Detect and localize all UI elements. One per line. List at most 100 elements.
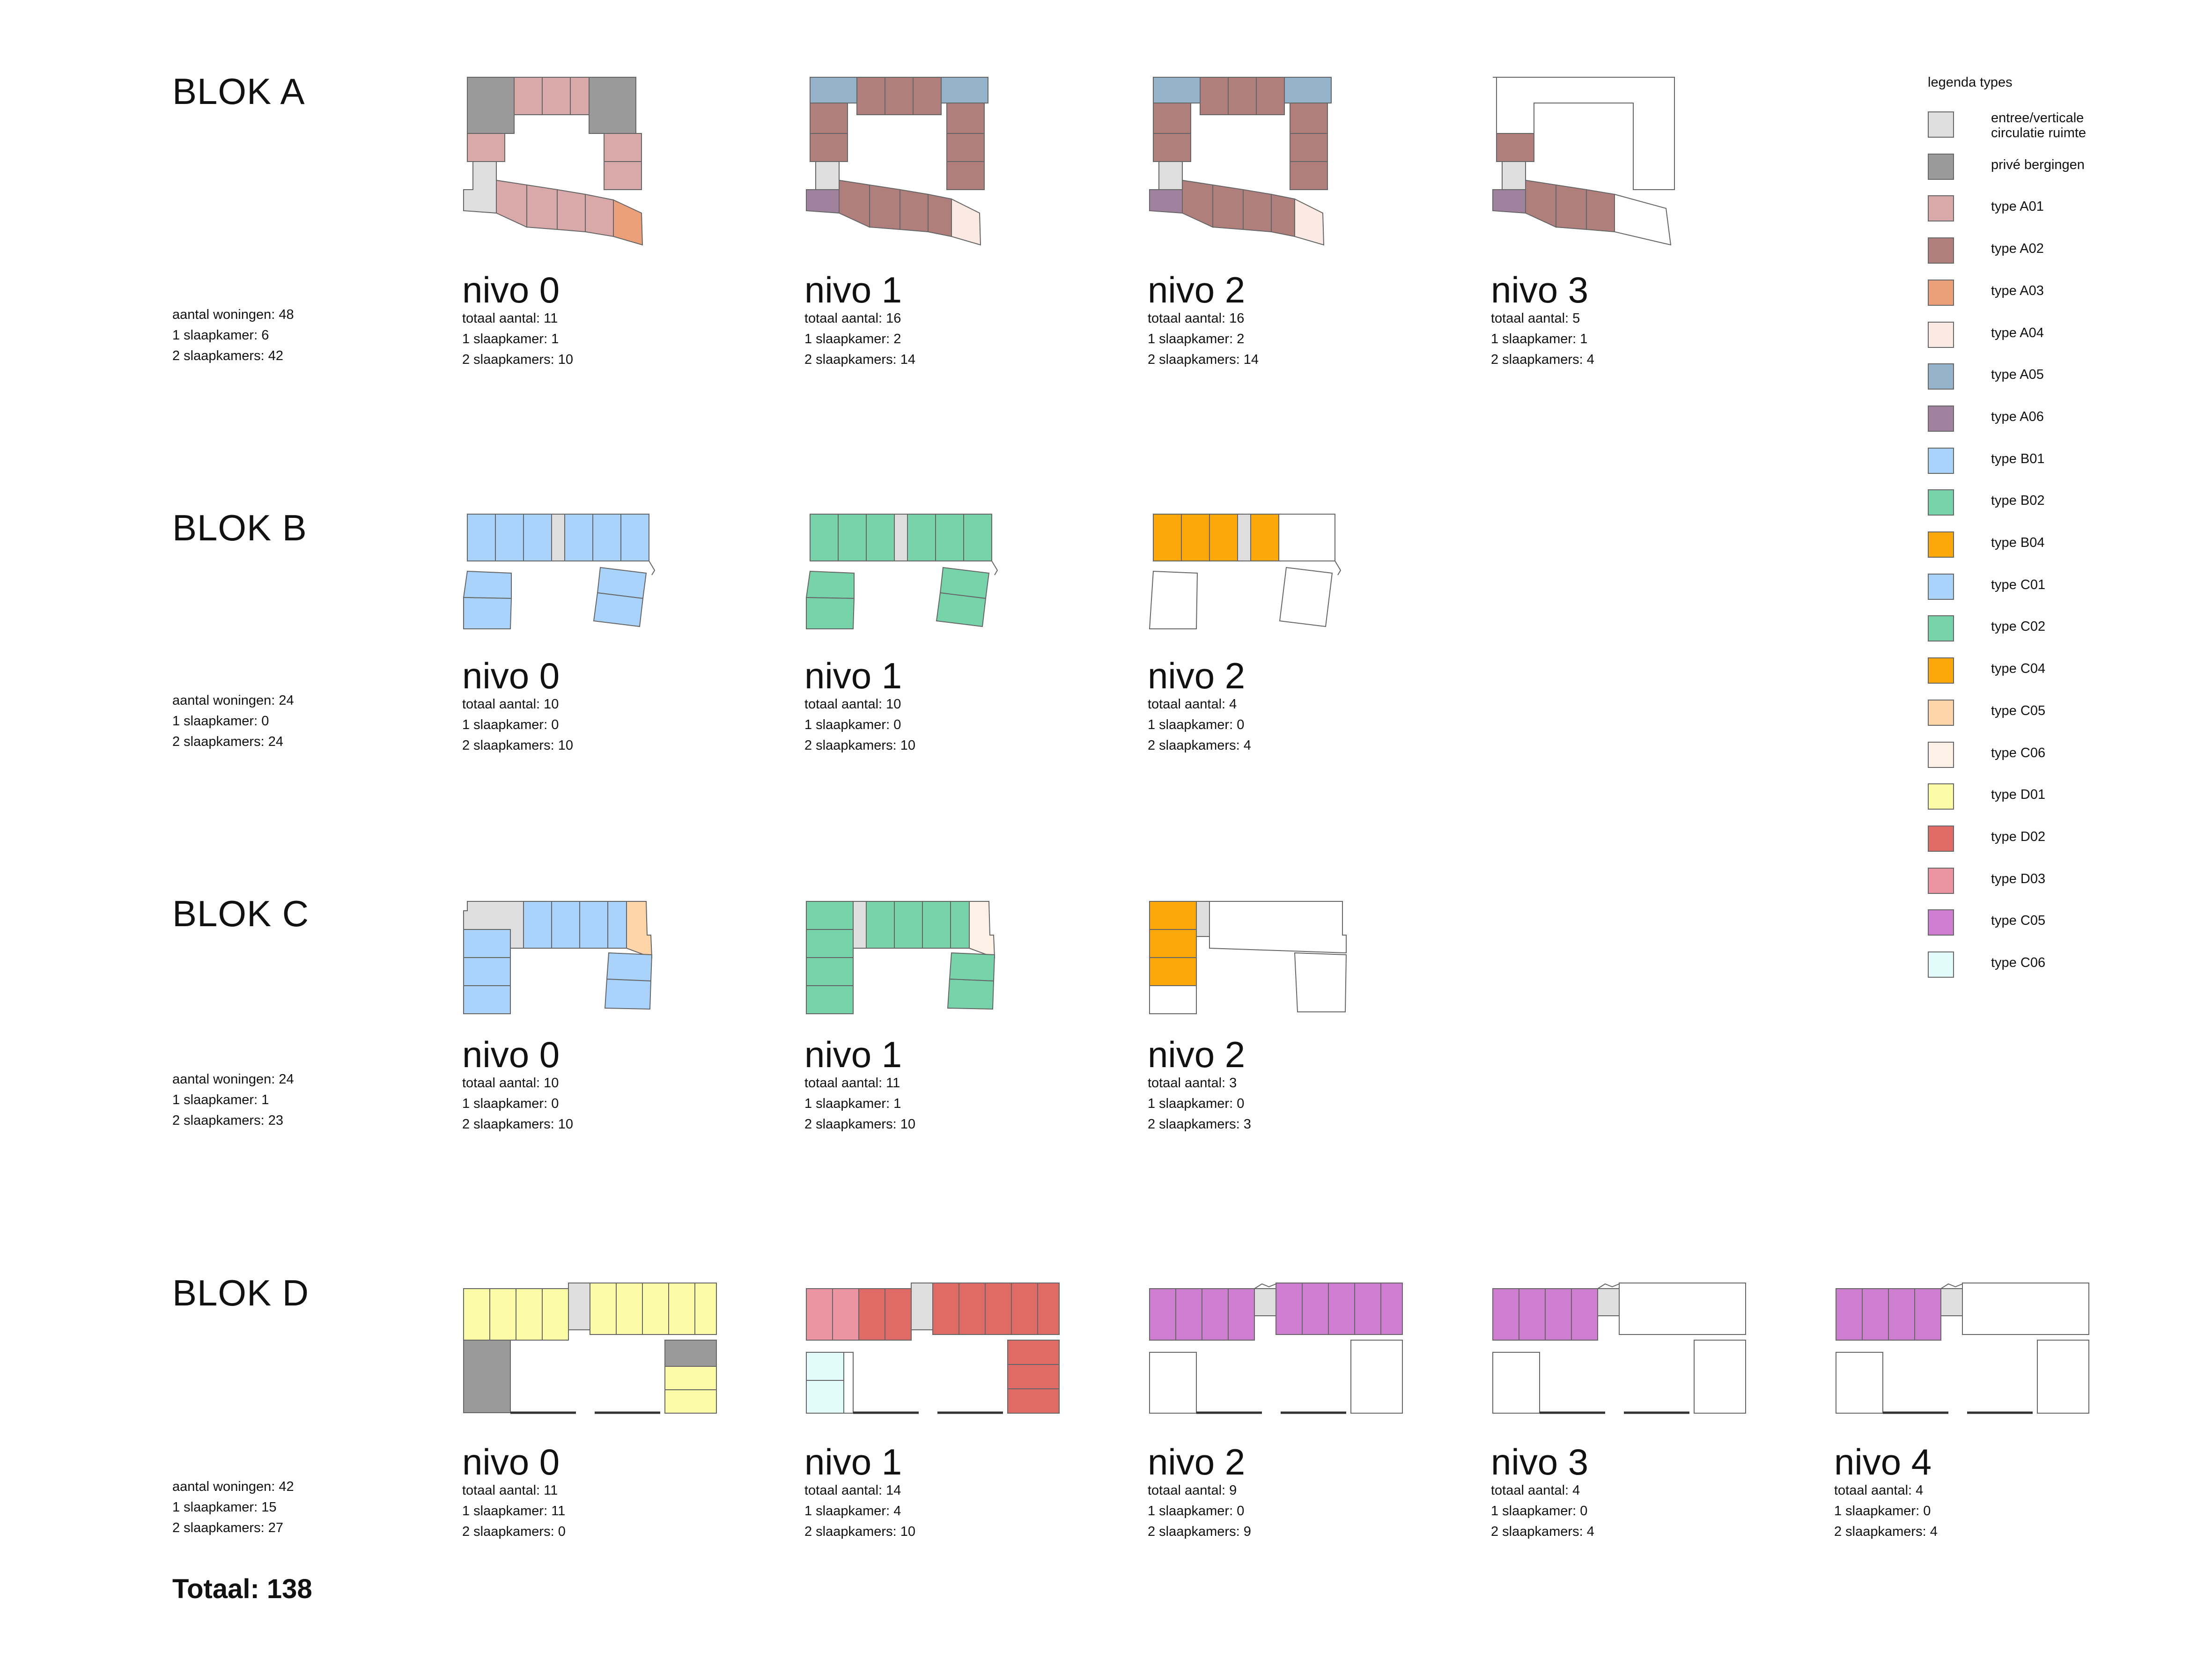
blok-c-nivo-0: nivo 0 totaal aantal: 10 1 slaapkamer: 0…	[462, 1036, 573, 1135]
nivo-stat: totaal aantal: 9	[1148, 1483, 1237, 1498]
legend-label: type C02	[1991, 619, 2046, 634]
legend-item: type C01	[1928, 574, 2190, 602]
legend-swatch	[1928, 868, 1954, 894]
nivo-title: nivo 2	[1148, 1441, 1246, 1482]
blok-c-nivo-2-plan	[1149, 901, 1347, 1014]
blok-a-nivo-2-plan	[1149, 77, 1332, 246]
legend-label: type D02	[1991, 829, 2046, 844]
blok-d-summary: aantal woningen: 42 1 slaapkamer: 15 2 s…	[172, 1476, 294, 1538]
nivo-title: nivo 3	[1491, 269, 1589, 310]
blok-a-nivo-3-plan	[1492, 77, 1675, 246]
legend-label: type A02	[1991, 241, 2044, 256]
nivo-stat: 2 slaapkamers: 14	[1148, 352, 1259, 367]
blok-c-title: BLOK C	[172, 893, 310, 934]
legend-label: type A05	[1991, 367, 2044, 382]
legend-item: type D01	[1928, 783, 2190, 811]
legend-item: type B04	[1928, 531, 2190, 560]
legend-label: type B02	[1991, 493, 2045, 508]
nivo-stat: 2 slaapkamers: 10	[462, 1117, 573, 1132]
nivo-stat: 1 slaapkamer: 0	[804, 717, 901, 732]
blok-c-nivo-0-plan	[463, 901, 653, 1014]
nivo-stat: 2 slaapkamers: 10	[804, 1117, 915, 1132]
nivo-stat: 1 slaapkamer: 4	[804, 1504, 901, 1519]
legend-swatch	[1928, 574, 1954, 600]
legend-item: type A05	[1928, 363, 2190, 391]
legend-item: type C05	[1928, 700, 2190, 728]
blok-a-nivo-1: nivo 1 totaal aantal: 16 1 slaapkamer: 2…	[804, 272, 915, 370]
blok-d-nivo-2-plan	[1149, 1283, 1403, 1414]
nivo-title: nivo 0	[462, 269, 560, 310]
blok-a-nivo-0: nivo 0 totaal aantal: 11 1 slaapkamer: 1…	[462, 272, 573, 370]
legend-swatch	[1928, 615, 1954, 641]
legend-swatch	[1928, 322, 1954, 348]
legend-swatch	[1928, 909, 1954, 936]
legend-label: type A01	[1991, 199, 2044, 214]
nivo-stat: 2 slaapkamers: 4	[1491, 352, 1594, 367]
summary-line: 2 slaapkamers: 42	[172, 348, 283, 363]
legend-swatch	[1928, 111, 1954, 138]
blok-b-summary: aantal woningen: 24 1 slaapkamer: 0 2 sl…	[172, 690, 294, 752]
legend-label: type C05	[1991, 913, 2046, 928]
blok-c-nivo-2: nivo 2 totaal aantal: 3 1 slaapkamer: 0 …	[1148, 1036, 1251, 1135]
legend-item: type C02	[1928, 615, 2190, 643]
nivo-title: nivo 2	[1148, 269, 1246, 310]
blok-b-nivo-1: nivo 1 totaal aantal: 10 1 slaapkamer: 0…	[804, 657, 915, 756]
nivo-stat: 2 slaapkamers: 14	[804, 352, 915, 367]
blok-b-nivo-0: nivo 0 totaal aantal: 10 1 slaapkamer: 0…	[462, 657, 573, 756]
blok-d-nivo-1-plan	[806, 1283, 1060, 1414]
nivo-stat: totaal aantal: 14	[804, 1483, 901, 1498]
nivo-stat: 2 slaapkamers: 0	[462, 1524, 566, 1539]
nivo-stat: totaal aantal: 4	[1148, 697, 1237, 712]
legend-item: type D03	[1928, 868, 2190, 896]
legend-label: type C05	[1991, 703, 2046, 718]
legend-label: privé bergingen	[1991, 157, 2085, 172]
blok-c-nivo-1: nivo 1 totaal aantal: 11 1 slaapkamer: 1…	[804, 1036, 915, 1135]
blok-a-title: BLOK A	[172, 71, 305, 112]
nivo-stat: totaal aantal: 4	[1834, 1483, 1924, 1498]
legend-label: type A06	[1991, 409, 2044, 424]
blok-d-nivo-1: nivo 1 totaal aantal: 14 1 slaapkamer: 4…	[804, 1444, 915, 1542]
nivo-title: nivo 2	[1148, 655, 1246, 696]
nivo-stat: 1 slaapkamer: 1	[462, 332, 559, 347]
nivo-title: nivo 1	[804, 655, 902, 696]
nivo-stat: 1 slaapkamer: 2	[1148, 332, 1245, 347]
nivo-stat: totaal aantal: 16	[1148, 311, 1245, 326]
nivo-title: nivo 1	[804, 1034, 902, 1075]
legend-label: type B04	[1991, 535, 2045, 550]
legend-label: type C04	[1991, 661, 2046, 676]
nivo-stat: 2 slaapkamers: 4	[1148, 738, 1251, 753]
nivo-stat: totaal aantal: 11	[804, 1076, 900, 1091]
nivo-stat: totaal aantal: 5	[1491, 311, 1580, 326]
blok-a-nivo-3: nivo 3 totaal aantal: 5 1 slaapkamer: 1 …	[1491, 272, 1594, 370]
nivo-stat: totaal aantal: 10	[804, 697, 901, 712]
legend-label: type A04	[1991, 325, 2044, 340]
legend-label: type B01	[1991, 451, 2045, 466]
legend-swatch	[1928, 448, 1954, 474]
blok-d-nivo-0-plan	[463, 1283, 717, 1414]
legend-item: type A06	[1928, 406, 2190, 434]
nivo-stat: 1 slaapkamer: 0	[1834, 1504, 1931, 1519]
legend-swatch	[1928, 280, 1954, 306]
legend-swatch	[1928, 742, 1954, 768]
nivo-stat: totaal aantal: 4	[1491, 1483, 1580, 1498]
summary-line: 1 slaapkamer: 6	[172, 328, 269, 343]
legend-swatch	[1928, 951, 1954, 978]
legend-swatch	[1928, 657, 1954, 684]
nivo-stat: 2 slaapkamers: 10	[462, 352, 573, 367]
nivo-stat: totaal aantal: 11	[462, 1483, 558, 1498]
blok-c-nivo-1-plan	[806, 901, 995, 1014]
legend-label: type A03	[1991, 283, 2044, 298]
nivo-stat: 2 slaapkamers: 4	[1834, 1524, 1938, 1539]
legend-item: type A01	[1928, 195, 2190, 223]
legend-item: privé bergingen	[1928, 154, 2190, 182]
nivo-stat: totaal aantal: 11	[462, 311, 558, 326]
legend-item: type C06	[1928, 951, 2190, 980]
blok-d-nivo-4: nivo 4 totaal aantal: 4 1 slaapkamer: 0 …	[1834, 1444, 1938, 1542]
summary-line: 2 slaapkamers: 24	[172, 734, 283, 749]
legend-item: type B01	[1928, 448, 2190, 476]
nivo-title: nivo 0	[462, 1034, 560, 1075]
nivo-stat: 1 slaapkamer: 0	[1148, 1504, 1245, 1519]
nivo-stat: 1 slaapkamer: 0	[462, 1096, 559, 1111]
summary-line: 2 slaapkamers: 23	[172, 1113, 283, 1128]
legend-label: entree/verticale circulatie ruimte	[1991, 111, 2087, 140]
